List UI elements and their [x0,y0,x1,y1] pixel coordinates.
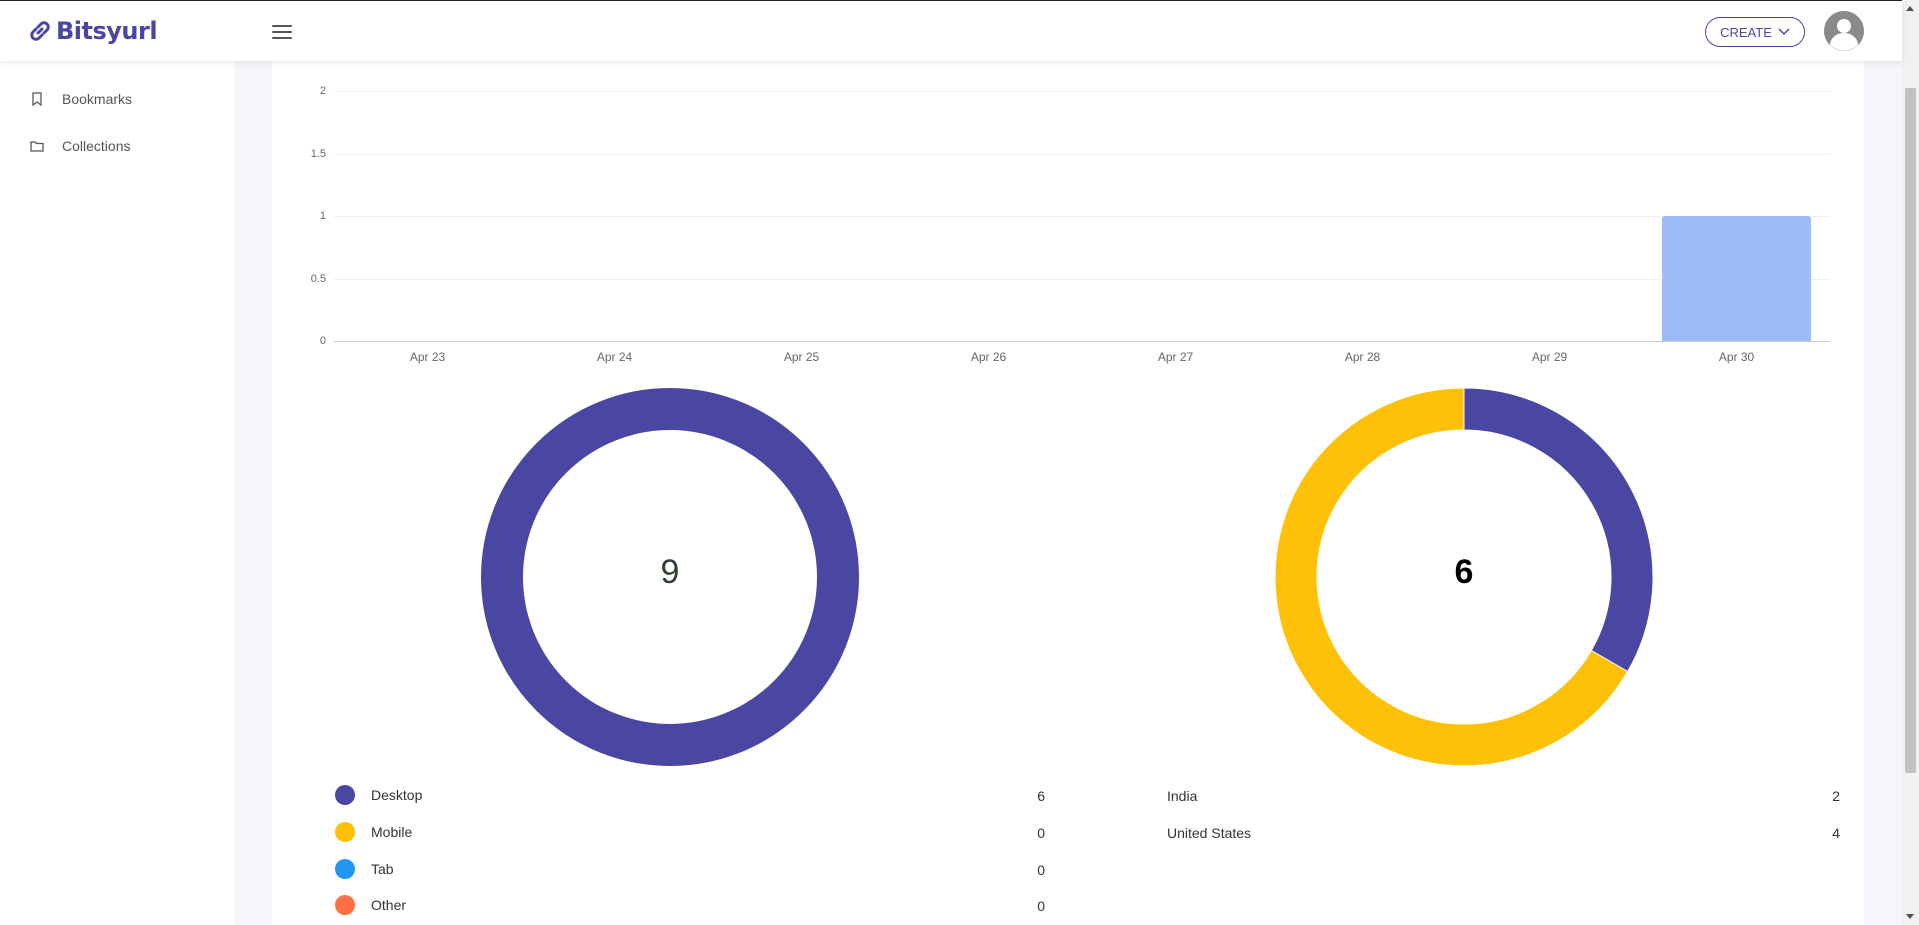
legend-label: Tab [371,861,394,877]
legend-label: Mobile [371,824,413,840]
device-donut-chart [481,388,859,766]
legend-label: United States [1167,825,1252,841]
scroll-thumb[interactable] [1905,88,1916,773]
legend-label: Other [371,897,407,913]
link-logo-icon [30,21,50,41]
x-tick-label: Apr 25 [783,350,820,364]
page-scrollbar[interactable] [1902,0,1919,925]
y-gridline [334,91,1830,92]
y-tick-label: 1.5 [310,147,326,160]
legend-value: 0 [1037,898,1045,914]
bar[interactable] [1661,216,1812,341]
clicks-bar-chart: 0 0.5 1 1.5 2 Apr 23 Apr 24 Apr 25 Apr 26 Apr 27 A… [272,61,1864,381]
y-gridline [334,153,1830,155]
avatar[interactable] [1824,11,1864,51]
y-tick-label: 1 [319,210,326,222]
y-tick-label: 0.5 [310,272,326,285]
legend-item-mobile: Mobile [335,822,412,842]
legend-value: 2 [1832,788,1840,804]
x-tick-label: Apr 24 [596,350,633,364]
legend-label: India [1167,788,1198,804]
country-donut-chart [1274,387,1654,767]
legend-dot [335,895,355,915]
y-gridline [334,341,1830,342]
x-tick-label: Apr 26 [970,350,1007,364]
legend-value: 0 [1037,825,1045,841]
legend-dot [335,859,355,879]
legend-value: 4 [1832,825,1840,841]
legend-item-india: India [1167,788,1197,804]
chevron-down-icon [1778,28,1790,36]
sidebar-item-label: Collections [62,138,131,154]
legend-value: 6 [1037,788,1045,804]
x-tick-label: Apr 27 [1157,350,1194,364]
scroll-down-icon[interactable] [1906,914,1914,919]
sidebar-item-bookmarks[interactable]: Bookmarks [30,91,132,107]
sidebar-item-label: Bookmarks [62,91,133,107]
legend-dot [335,785,355,805]
sidebar-item-collections[interactable]: Collections [30,138,130,154]
legend-label: Desktop [371,787,423,803]
donut-slice[interactable] [1463,387,1654,673]
bookmark-icon [32,92,42,106]
create-button[interactable]: CREATE [1705,17,1805,47]
x-tick-label: Apr 29 [1531,350,1568,364]
device-total: 9 [660,553,680,591]
scroll-up-icon[interactable] [1906,6,1914,11]
sidebar: Bookmarks Collections [0,61,234,925]
legend-item-other: Other [335,895,406,915]
legend-value: 0 [1037,862,1045,878]
folder-icon [30,141,44,152]
menu-toggle-icon[interactable] [272,25,292,41]
legend-item-united-states: United States [1167,825,1251,841]
x-tick-label: Apr 30 [1718,350,1755,364]
user-avatar-icon [1824,11,1864,51]
y-gridline [334,278,1830,280]
legend-item-desktop: Desktop [335,785,422,805]
y-tick-label: 2 [319,85,326,97]
legend-dot [335,822,355,842]
x-tick-label: Apr 23 [409,350,446,364]
y-gridline [334,216,1830,217]
x-tick-label: Apr 28 [1344,350,1381,364]
logo[interactable]: Bitsyurl [26,17,158,45]
logo-text: Bitsyurl [56,17,158,45]
analytics-panel: 0 0.5 1 1.5 2 Apr 23 Apr 24 Apr 25 Apr 26 Apr 27 A… [272,61,1864,925]
create-button-label: CREATE [1720,24,1772,40]
top-navbar: Bitsyurl CREATE [0,0,1902,61]
donut-slice[interactable] [1274,387,1629,767]
y-tick-label: 0 [319,335,326,347]
country-total: 6 [1454,553,1474,591]
donut-slice[interactable] [481,388,859,766]
legend-item-tab: Tab [335,859,394,879]
